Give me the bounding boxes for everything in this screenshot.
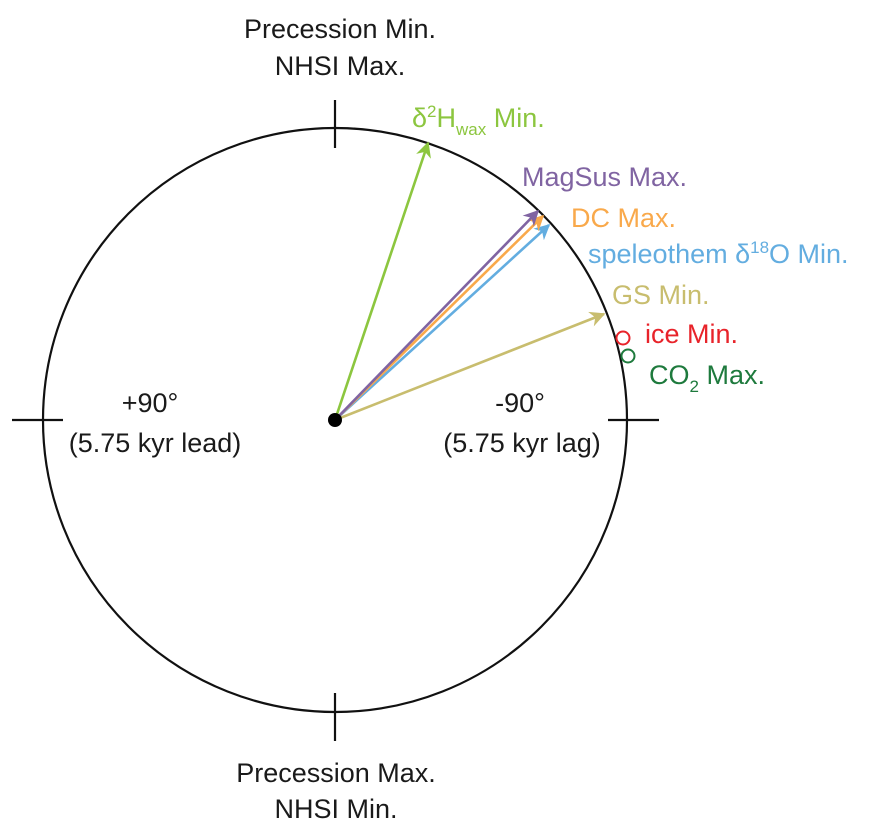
top-label-line1: Precession Min. — [244, 14, 436, 44]
arrow-d2h — [333, 141, 431, 421]
label-magsus: MagSus Max. — [522, 162, 687, 192]
left-lead-label: (5.75 kyr lead) — [69, 428, 242, 458]
bottom-label-line2: NHSI Min. — [274, 794, 397, 824]
marker-ice — [615, 330, 631, 346]
label-dc: DC Max. — [571, 203, 676, 233]
arrow-gs — [334, 311, 606, 422]
top-label-line2: NHSI Max. — [275, 51, 406, 81]
label-ice: ice Min. — [645, 319, 738, 349]
label-speleothem: speleothem δ18O Min. — [588, 238, 849, 269]
bottom-label-line1: Precession Max. — [236, 758, 436, 788]
arrow-magsus — [334, 209, 540, 421]
marker-co2 — [620, 348, 636, 364]
center-point — [328, 413, 342, 427]
right-angle-label: -90° — [495, 388, 545, 418]
label-gs: GS Min. — [612, 280, 710, 310]
right-lag-label: (5.75 kyr lag) — [443, 428, 601, 458]
label-d2h: δ2Hwax Min. — [412, 102, 545, 139]
label-co2: CO2 Max. — [649, 360, 765, 396]
left-angle-label: +90° — [122, 388, 179, 418]
arrow-speleothem — [334, 223, 551, 421]
